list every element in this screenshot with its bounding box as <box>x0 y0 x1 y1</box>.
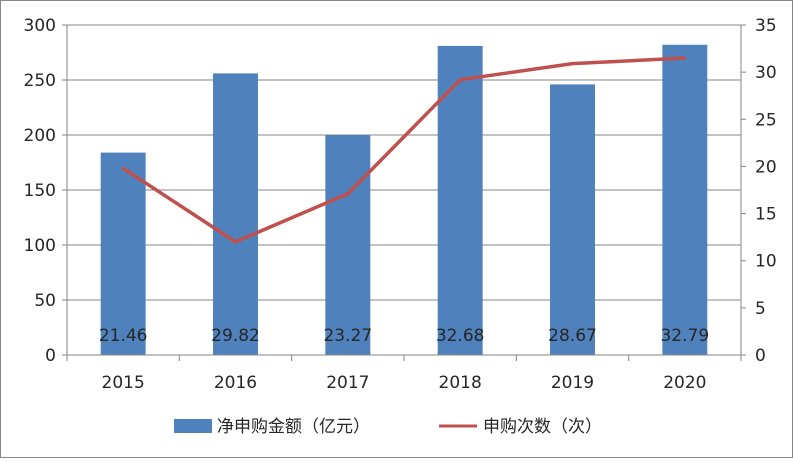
data-label: 23.27 <box>323 326 372 346</box>
bar <box>437 45 483 356</box>
gridlines <box>67 24 741 356</box>
right-tick-label: 25 <box>755 110 777 130</box>
right-tick-label: 5 <box>755 299 766 319</box>
legend-bar-swatch <box>174 419 212 433</box>
data-label: 32.79 <box>660 326 709 346</box>
right-tick-label: 35 <box>755 16 777 36</box>
x-tick-label: 2018 <box>439 373 482 393</box>
legend-bar-label: 净申购金额（亿元） <box>217 417 370 437</box>
data-label: 21.46 <box>99 326 148 346</box>
legend: 净申购金额（亿元） 申购次数（次） <box>174 417 602 437</box>
data-labels: 21.46 29.82 23.27 32.68 28.67 32.79 <box>99 326 709 346</box>
x-tick-label: 2020 <box>663 373 706 393</box>
x-tick-label: 2016 <box>214 373 257 393</box>
bar <box>213 73 258 356</box>
x-tick-label: 2015 <box>102 373 145 393</box>
line-point <box>571 62 574 66</box>
left-tick-label: 0 <box>45 346 56 366</box>
data-label: 32.68 <box>436 326 485 346</box>
x-tick-label: 2017 <box>326 373 369 393</box>
left-tick-label: 200 <box>24 126 56 146</box>
right-tick-label: 20 <box>755 157 777 177</box>
left-tick-label: 100 <box>24 236 56 256</box>
line-point <box>121 166 125 170</box>
right-tick-label: 10 <box>755 252 777 272</box>
left-axis-ticks: 0 50 100 150 200 250 300 <box>24 16 56 366</box>
line-point <box>346 192 350 196</box>
data-label: 28.67 <box>548 326 597 346</box>
left-tick-label: 250 <box>24 71 56 91</box>
series-line <box>122 56 685 244</box>
x-axis-ticks: 2015 2016 2017 2018 2019 2020 <box>102 373 707 393</box>
right-tick-label: 30 <box>755 63 777 83</box>
left-tick-label: 150 <box>24 181 56 201</box>
line-series <box>121 56 687 244</box>
line-point <box>683 56 687 60</box>
bar-series <box>100 44 708 356</box>
right-axis-ticks: 0 5 10 15 20 25 30 35 <box>755 16 777 366</box>
legend-line-label: 申购次数（次） <box>483 417 602 437</box>
bar <box>100 152 146 355</box>
bar <box>662 44 708 356</box>
line-point <box>458 78 462 82</box>
bar <box>325 135 371 355</box>
axes <box>62 24 746 361</box>
line-point <box>234 240 237 244</box>
right-tick-label: 15 <box>755 205 777 225</box>
data-label: 29.82 <box>211 326 260 346</box>
left-tick-label: 300 <box>24 16 56 36</box>
bar <box>550 84 595 356</box>
x-tick-label: 2019 <box>551 373 594 393</box>
right-tick-label: 0 <box>755 346 766 366</box>
left-tick-label: 50 <box>34 291 56 311</box>
